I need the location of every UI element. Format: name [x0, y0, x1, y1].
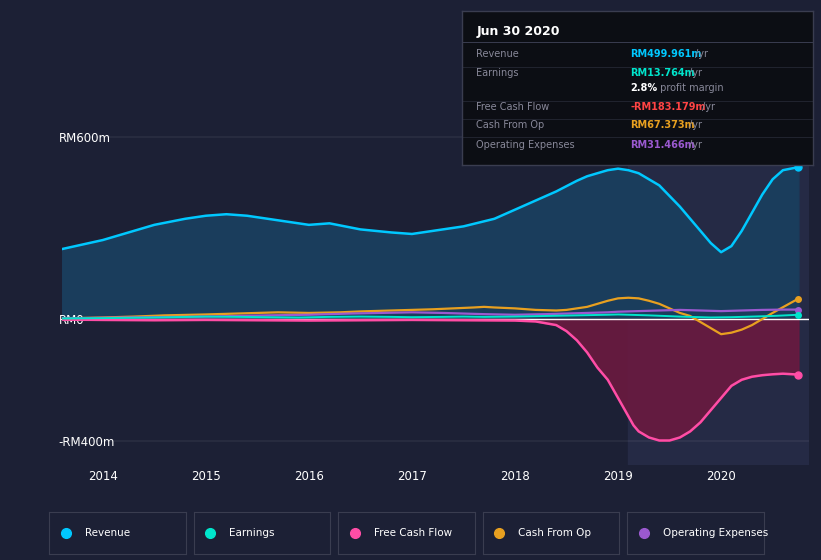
- Text: Cash From Op: Cash From Op: [518, 529, 591, 538]
- Text: Jun 30 2020: Jun 30 2020: [476, 25, 560, 38]
- Text: Free Cash Flow: Free Cash Flow: [374, 529, 452, 538]
- Text: RM31.466m: RM31.466m: [631, 140, 695, 150]
- Text: Cash From Op: Cash From Op: [476, 120, 544, 130]
- Text: Operating Expenses: Operating Expenses: [476, 140, 575, 150]
- Text: RM499.961m: RM499.961m: [631, 49, 702, 59]
- Text: /yr: /yr: [702, 102, 714, 111]
- Text: profit margin: profit margin: [658, 83, 724, 93]
- Text: /yr: /yr: [689, 120, 702, 130]
- Text: 2.8%: 2.8%: [631, 83, 658, 93]
- Text: Revenue: Revenue: [85, 529, 130, 538]
- Text: Operating Expenses: Operating Expenses: [663, 529, 768, 538]
- Text: RM67.373m: RM67.373m: [631, 120, 695, 130]
- Text: -RM183.179m: -RM183.179m: [631, 102, 706, 111]
- Text: /yr: /yr: [695, 49, 709, 59]
- Text: Free Cash Flow: Free Cash Flow: [476, 102, 549, 111]
- Text: Revenue: Revenue: [476, 49, 519, 59]
- Text: Earnings: Earnings: [229, 529, 275, 538]
- Text: /yr: /yr: [689, 140, 702, 150]
- Text: Earnings: Earnings: [476, 68, 519, 78]
- Text: /yr: /yr: [689, 68, 702, 78]
- Bar: [628, 106, 809, 465]
- Text: RM13.764m: RM13.764m: [631, 68, 695, 78]
